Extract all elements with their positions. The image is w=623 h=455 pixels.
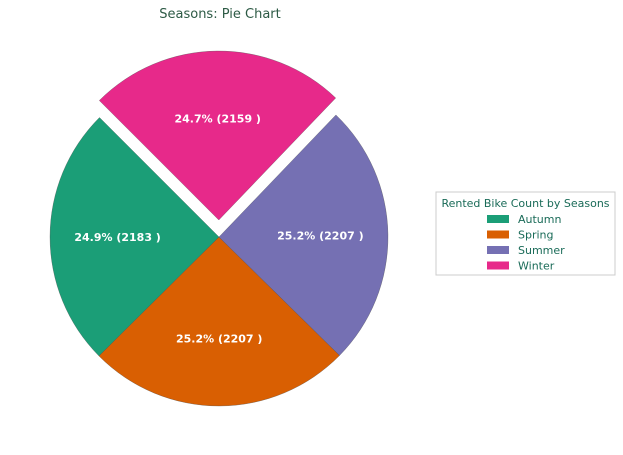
slice-label-spring: 25.2% (2207 ): [176, 332, 263, 345]
pie-slices: [49, 50, 389, 407]
legend-items: Autumn Spring Summer Winter: [487, 213, 565, 273]
legend-title: Rented Bike Count by Seasons: [441, 197, 609, 210]
pie-slice-spring: [98, 236, 340, 407]
legend-swatch-autumn: [487, 215, 509, 223]
legend: Rented Bike Count by Seasons Autumn Sprin…: [435, 191, 616, 276]
pie-slice-winter: [99, 50, 336, 221]
legend-label-spring: Spring: [518, 229, 554, 242]
legend-swatch-summer: [487, 246, 509, 254]
pie-slice-labels: 24.9% (2183 ) 25.2% (2207 ) 25.2% (2207 ) 2…: [74, 113, 363, 346]
legend-label-summer: Summer: [518, 244, 565, 257]
slice-label-winter: 24.7% (2159 ): [174, 113, 261, 126]
legend-box: [435, 191, 616, 276]
legend-swatch-spring: [487, 230, 509, 239]
pie-slice-summer: [218, 114, 389, 356]
slice-label-summer: 25.2% (2207 ): [277, 229, 364, 242]
slice-label-autumn: 24.9% (2183 ): [74, 231, 161, 244]
legend-label-winter: Winter: [518, 260, 555, 273]
chart-title: Seasons: Pie Chart: [159, 7, 281, 22]
pie-slice-autumn: [49, 117, 220, 357]
legend-swatch-winter: [487, 261, 509, 270]
legend-label-autumn: Autumn: [518, 213, 561, 226]
